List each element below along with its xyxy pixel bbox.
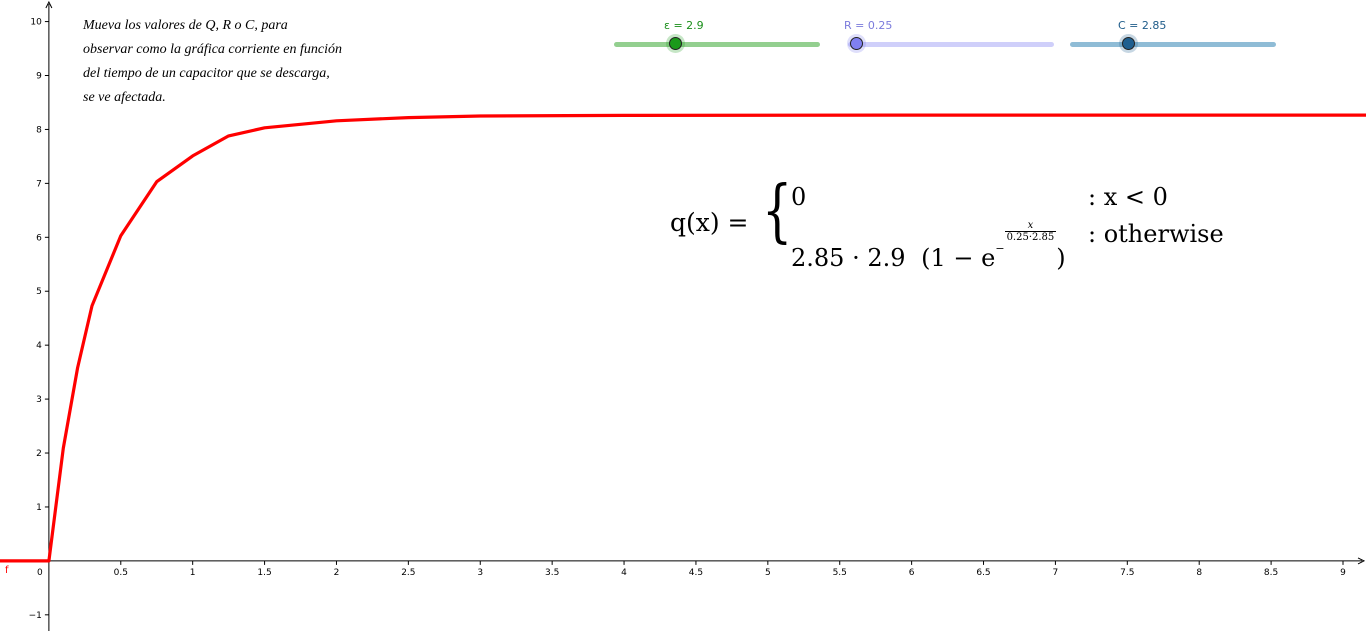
formula-case2-open: (1 − e [921,244,996,272]
y-tick-label: 1 [36,503,42,513]
y-tick-label: 10 [30,18,42,28]
formula-case1-value: 0 [791,183,807,211]
y-tick-label: 9 [36,72,42,82]
formula-exp-fraction: x 0.25·2.85 [1004,220,1057,243]
formula-case2: 2.85 · 2.9 (1 − e− x 0.25·2.85) [791,220,1066,272]
x-tick-label: 6 [909,568,915,578]
x-tick-label: 4 [621,568,627,578]
x-tick-label: 2.5 [401,568,415,578]
slider-c-handle[interactable] [1122,37,1135,50]
x-tick-label: 3 [477,568,483,578]
instruction-line: observar como la gráfica corriente en fu… [83,42,342,57]
instructions-text: Mueva los valores de Q, R o C, para obse… [83,14,403,110]
y-tick-label: 6 [36,233,42,243]
y-tick-label: 4 [36,341,42,351]
tick-labels: 0.5 1 1.5 2 2.5 3 3.5 4 4.5 5 5.5 6 6.5 7 7.5 8 8.5 90−11… [29,18,1347,621]
slider-r-track[interactable] [848,42,1054,47]
x-tick-label: 1.5 [257,568,271,578]
formula-exponent: − x 0.25·2.85 [995,220,1057,255]
formula-exp-num: x [1004,220,1057,232]
y-tick-label: 2 [36,449,42,459]
formula-case2-condition: : otherwise [1088,220,1224,248]
x-tick-label: 8.5 [1264,568,1278,578]
formula-case2-prefix: 2.85 · 2.9 [791,244,906,272]
slider-r[interactable]: R = 0.25 [844,0,1054,53]
slider-c[interactable]: C = 2.85 [1070,0,1276,53]
slider-epsilon[interactable]: ε = 2.9 [614,0,820,53]
x-tick-label: 2 [334,568,340,578]
y-tick-label: −1 [29,611,42,621]
x-tick-label: 5 [765,568,771,578]
x-tick-label: 5.5 [833,568,847,578]
x-tick-label: 0.5 [114,568,128,578]
slider-r-handle[interactable] [850,37,863,50]
x-tick-label: 9 [1340,568,1346,578]
x-tick-label: 3.5 [545,568,559,578]
instruction-line: se ve afectada. [83,90,166,105]
y-tick-label: 3 [36,395,42,405]
function-curve[interactable] [0,113,1366,563]
slider-c-track[interactable] [1070,42,1276,47]
formula-case1-condition: : x < 0 [1088,183,1168,211]
y-tick-label: 5 [36,287,42,297]
y-tick-label: 7 [36,179,42,189]
slider-epsilon-track[interactable] [614,42,820,47]
slider-r-label: R = 0.25 [844,19,893,32]
x-tick-label: 7.5 [1120,568,1134,578]
origin-label: 0 [37,568,43,578]
x-tick-label: 7 [1053,568,1059,578]
function-label: f [5,565,9,576]
x-tick-label: 6.5 [976,568,990,578]
formula-exp-den: 0.25·2.85 [1006,232,1055,243]
formula-case2-close: ) [1056,244,1066,272]
x-tick-label: 4.5 [689,568,703,578]
x-tick-label: 8 [1196,568,1202,578]
formula-lhs: q(x) = [670,208,749,237]
x-tick-label: 1 [190,568,196,578]
y-tick-label: 8 [36,125,42,135]
formula-exp-sign: − [995,242,1005,255]
instruction-line: del tiempo de un capacitor que se descar… [83,66,330,81]
slider-c-label: C = 2.85 [1118,19,1167,32]
slider-epsilon-handle[interactable] [669,37,682,50]
x-axis-arrow [1357,557,1366,565]
formula-brace: { [762,172,793,251]
slider-epsilon-label: ε = 2.9 [664,19,704,32]
y-axis-arrow [45,0,53,9]
instruction-line: Mueva los valores de Q, R o C, para [83,18,288,33]
